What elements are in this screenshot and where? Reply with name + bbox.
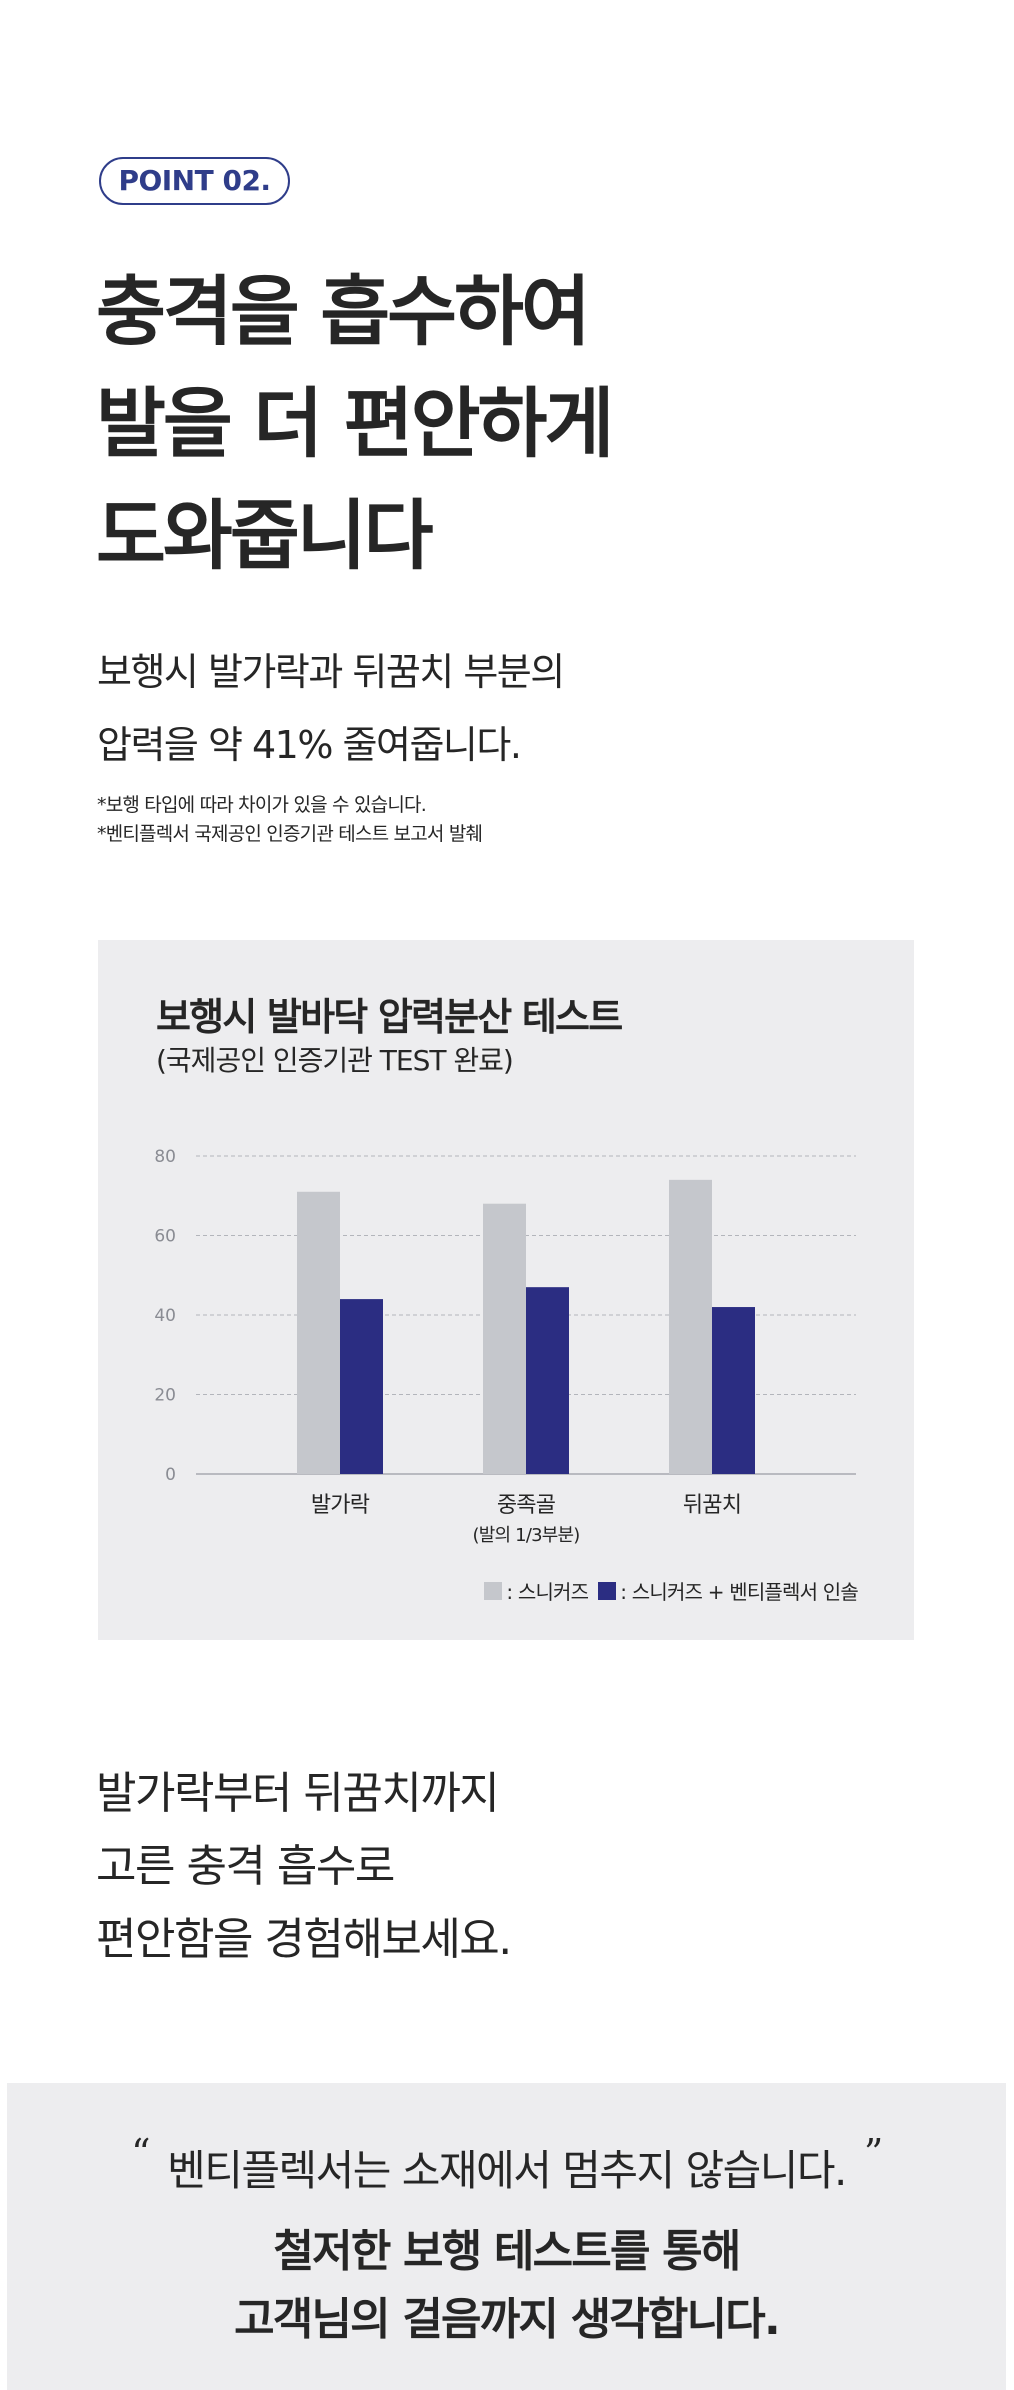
legend-label-sneakers: : 스니커즈	[506, 1580, 589, 1604]
bar-insole-0	[340, 1299, 383, 1474]
description-line-1: 보행시 발가락과 뒤꿈치 부분의	[97, 650, 565, 694]
pressure-test-chart-panel: 보행시 발바닥 압력분산 테스트 (국제공인 인증기관 TEST 완료) 0 20…	[98, 940, 914, 1640]
chart-title: 보행시 발바닥 압력분산 테스트	[156, 995, 623, 1039]
open-quote-mark: “	[131, 2131, 150, 2175]
description: 보행시 발가락과 뒤꿈치 부분의 압력을 약 41% 줄여줍니다.	[97, 636, 565, 782]
bar-sneakers-1	[483, 1203, 526, 1474]
closing-line-1: 발가락부터 뒤꿈치까지	[96, 1768, 500, 1819]
x-category-label-1: 중족골	[497, 1493, 556, 1518]
legend-item-insole: : 스니커즈 + 벤티플렉서 인솔	[598, 1576, 859, 1605]
bar-insole-2	[712, 1307, 755, 1474]
x-category-label-0: 발가락	[311, 1493, 370, 1518]
closing-copy: 발가락부터 뒤꿈치까지 고른 충격 흡수로 편안함을 경험해보세요.	[96, 1757, 512, 1976]
x-category-label-2: 뒤꿈치	[683, 1493, 741, 1518]
y-tick-label-20: 20	[154, 1386, 176, 1406]
footnote-2: *벤티플렉서 국제공인 인증기관 테스트 보고서 발췌	[97, 823, 483, 845]
bar-chart: 0 20 40 60 80 발가락 중족골 (발의 1/3부분) 뒤꿈치	[154, 1147, 856, 1546]
headline: 충격을 흡수하여 발을 더 편안하게 도와줍니다	[96, 256, 614, 592]
headline-line-2: 발을 더 편안하게	[96, 379, 614, 468]
close-quote-mark: ”	[863, 2131, 883, 2175]
legend-swatch-insole	[598, 1581, 617, 1600]
point-badge: POINT 02.	[99, 157, 290, 205]
y-tick-label-40: 40	[154, 1306, 176, 1326]
y-tick-label-60: 60	[154, 1227, 176, 1247]
brand-quote-panel: “ 벤티플렉서는 소재에서 멈추지 않습니다. ” 철저한 보행 테스트를 통해 고…	[7, 2083, 1006, 2390]
y-tick-label-80: 80	[154, 1147, 176, 1167]
headline-line-3: 도와줍니다	[96, 491, 434, 580]
closing-line-3: 편안함을 경험해보세요.	[96, 1914, 512, 1965]
quote-text: 벤티플렉서는 소재에서 멈추지 않습니다.	[167, 2146, 847, 2195]
quote-line-3: 고객님의 걸음까지 생각합니다.	[234, 2294, 781, 2345]
legend-swatch-sneakers	[484, 1581, 503, 1600]
closing-line-2: 고른 충격 흡수로	[96, 1841, 395, 1892]
y-tick-label-0: 0	[165, 1465, 176, 1485]
headline-line-1: 충격을 흡수하여	[96, 267, 591, 356]
bar-sneakers-2	[669, 1179, 712, 1474]
footnotes: *보행 타입에 따라 차이가 있을 수 있습니다. *벤티플렉서 국제공인 인증…	[97, 791, 483, 849]
chart-legend: : 스니커즈 : 스니커즈 + 벤티플렉서 인솔	[474, 1576, 859, 1605]
legend-item-sneakers: : 스니커즈	[484, 1576, 589, 1605]
footnote-1: *보행 타입에 따라 차이가 있을 수 있습니다.	[97, 794, 427, 816]
quote-line-1: “ 벤티플렉서는 소재에서 멈추지 않습니다. ”	[7, 2131, 1006, 2198]
legend-label-insole: : 스니커즈 + 벤티플렉서 인솔	[620, 1580, 859, 1604]
chart-subtitle: (국제공인 인증기관 TEST 완료)	[156, 1044, 514, 1077]
description-line-2: 압력을 약 41% 줄여줍니다.	[97, 723, 522, 767]
bar-sneakers-0	[297, 1191, 340, 1474]
quote-line-2: 철저한 보행 테스트를 통해	[273, 2226, 741, 2277]
bar-insole-1	[526, 1287, 569, 1474]
x-category-sublabel-1: (발의 1/3부분)	[473, 1525, 580, 1546]
